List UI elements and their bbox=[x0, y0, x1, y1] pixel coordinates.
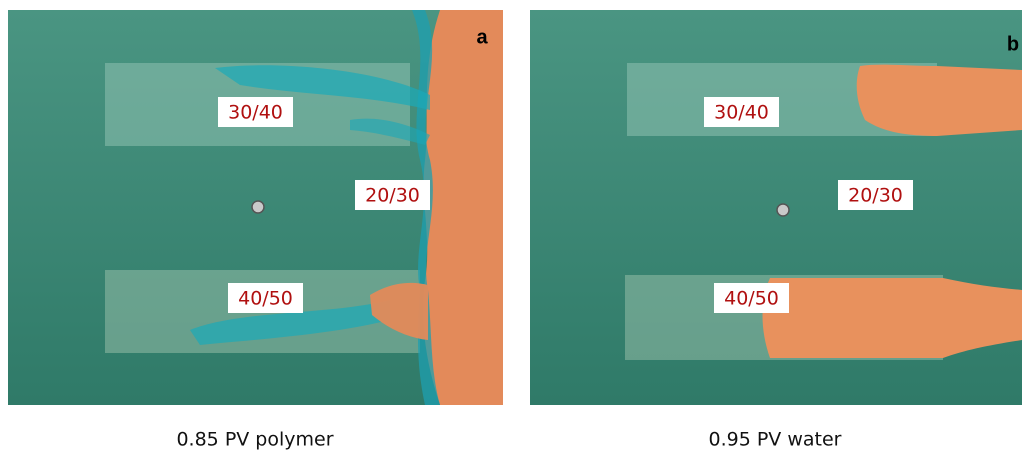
page: 30/40 20/30 40/50 a 0.85 PV polymer 30/40 20/3… bbox=[0, 0, 1022, 451]
region-label: 20/30 bbox=[365, 185, 420, 207]
panel-caption: 0.85 PV polymer bbox=[176, 429, 333, 451]
region-label: 30/40 bbox=[714, 102, 769, 124]
panel-caption: 0.95 PV water bbox=[709, 429, 842, 451]
region-label: 30/40 bbox=[228, 102, 283, 124]
figure: 30/40 20/30 40/50 a 0.85 PV polymer 30/40 20/3… bbox=[0, 0, 1022, 451]
region-label: 40/50 bbox=[238, 288, 293, 310]
panel-letter: b bbox=[1007, 33, 1019, 55]
photo-b bbox=[530, 10, 1022, 405]
region-label: 20/30 bbox=[848, 185, 903, 207]
region-label: 40/50 bbox=[724, 288, 779, 310]
panel-letter: a bbox=[476, 26, 488, 48]
